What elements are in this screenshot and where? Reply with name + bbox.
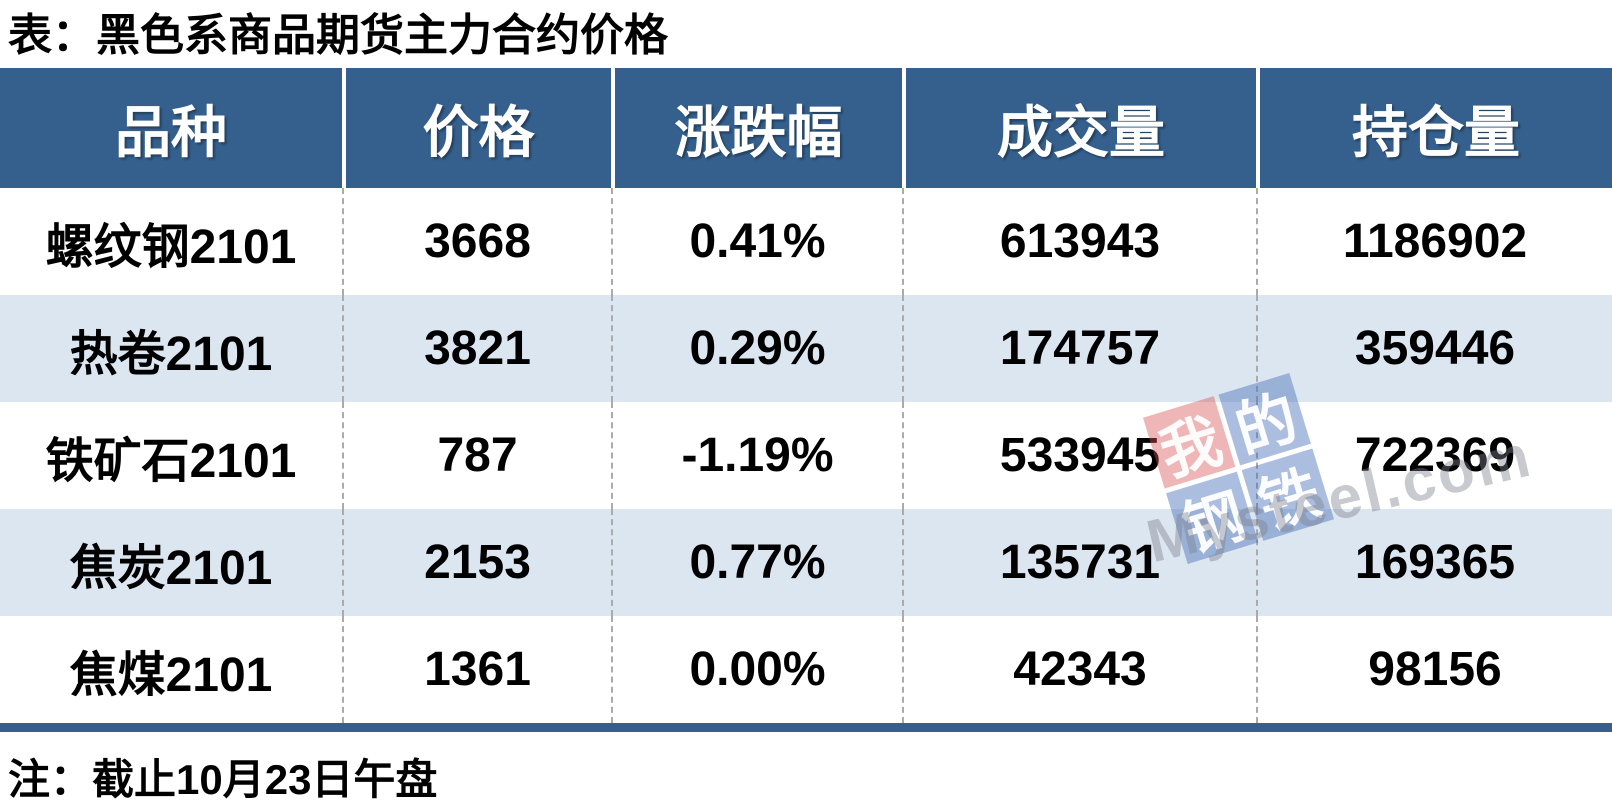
header-volume: 成交量 xyxy=(902,68,1256,188)
bottom-divider-bar xyxy=(0,723,1612,732)
table-header-row: 品种 价格 涨跌幅 成交量 持仓量 xyxy=(0,68,1612,188)
change-cell: 0.00% xyxy=(611,616,902,723)
variety-cell: 焦炭2101 xyxy=(69,541,273,595)
price-cell: 3821 xyxy=(342,295,611,402)
footnote: 注：截止10月23日午盘 xyxy=(8,756,438,803)
table-title: 表：黑色系商品期货主力合约价格 xyxy=(8,11,668,60)
price-cell: 3668 xyxy=(342,188,611,295)
change-cell: 0.41% xyxy=(611,188,902,295)
open-interest-cell: 169365 xyxy=(1256,509,1612,616)
price-cell: 787 xyxy=(342,402,611,509)
table-row: 焦煤2101 1361 0.00% 42343 98156 xyxy=(0,616,1612,723)
open-interest-cell: 722369 xyxy=(1256,402,1612,509)
open-interest-cell: 98156 xyxy=(1256,616,1612,723)
futures-price-table: 品种 价格 涨跌幅 成交量 持仓量 螺纹钢2101 3668 0.41% 613… xyxy=(0,68,1612,723)
price-cell: 2153 xyxy=(342,509,611,616)
variety-cell: 螺纹钢2101 xyxy=(45,220,297,274)
header-open-interest: 持仓量 xyxy=(1256,68,1612,188)
variety-cell: 铁矿石2101 xyxy=(45,434,297,488)
volume-cell: 135731 xyxy=(902,509,1256,616)
table-row: 热卷2101 3821 0.29% 174757 359446 xyxy=(0,295,1612,402)
price-cell: 1361 xyxy=(342,616,611,723)
open-interest-cell: 1186902 xyxy=(1256,188,1612,295)
volume-cell: 42343 xyxy=(902,616,1256,723)
change-cell: -1.19% xyxy=(611,402,902,509)
table-row: 焦炭2101 2153 0.77% 135731 169365 xyxy=(0,509,1612,616)
volume-cell: 174757 xyxy=(902,295,1256,402)
variety-cell: 热卷2101 xyxy=(69,327,273,381)
change-cell: 0.29% xyxy=(611,295,902,402)
open-interest-cell: 359446 xyxy=(1256,295,1612,402)
table-body: 螺纹钢2101 3668 0.41% 613943 1186902 热卷2101… xyxy=(0,188,1612,723)
table-row: 螺纹钢2101 3668 0.41% 613943 1186902 xyxy=(0,188,1612,295)
header-price: 价格 xyxy=(342,68,611,188)
header-change: 涨跌幅 xyxy=(611,68,902,188)
header-variety: 品种 xyxy=(115,100,227,164)
variety-cell: 焦煤2101 xyxy=(69,648,273,702)
table-row: 铁矿石2101 787 -1.19% 533945 722369 xyxy=(0,402,1612,509)
volume-cell: 533945 xyxy=(902,402,1256,509)
volume-cell: 613943 xyxy=(902,188,1256,295)
change-cell: 0.77% xyxy=(611,509,902,616)
